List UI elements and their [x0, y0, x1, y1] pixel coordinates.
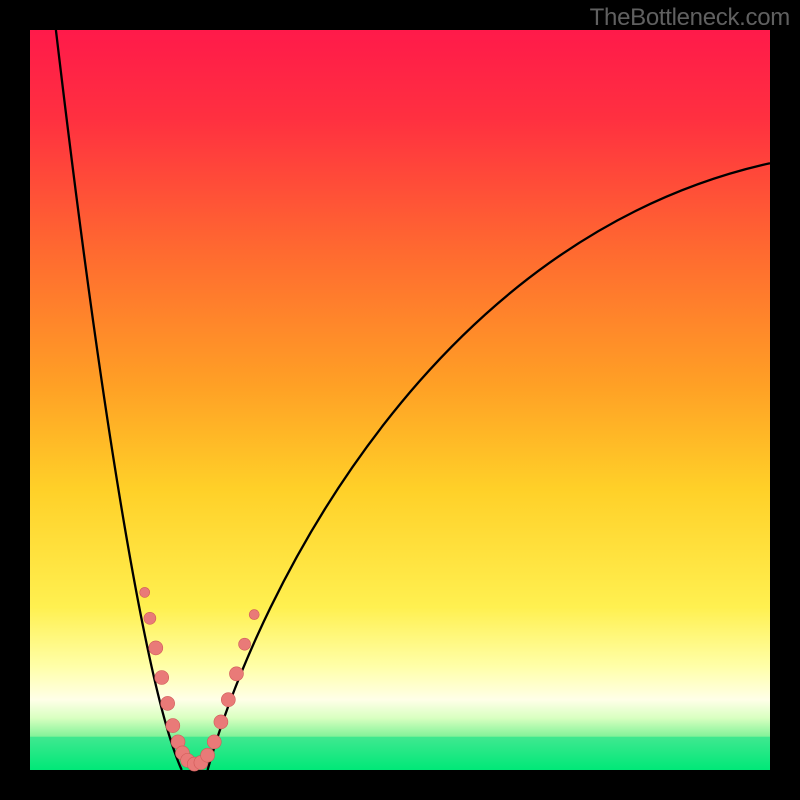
cluster-marker [166, 719, 180, 733]
cluster-marker [201, 748, 215, 762]
cluster-marker [144, 612, 156, 624]
green-ideal-band [30, 737, 770, 770]
cluster-marker [239, 638, 251, 650]
cluster-marker [149, 641, 163, 655]
figure-root: TheBottleneck.com [0, 0, 800, 800]
cluster-marker [207, 735, 221, 749]
cluster-marker [229, 667, 243, 681]
watermark-text: TheBottleneck.com [590, 4, 790, 32]
cluster-marker [140, 587, 150, 597]
cluster-marker [249, 610, 259, 620]
cluster-marker [155, 671, 169, 685]
cluster-marker [214, 715, 228, 729]
gradient-background [30, 30, 770, 770]
bottleneck-curve-plot [0, 0, 800, 800]
cluster-marker [221, 693, 235, 707]
cluster-marker [161, 696, 175, 710]
